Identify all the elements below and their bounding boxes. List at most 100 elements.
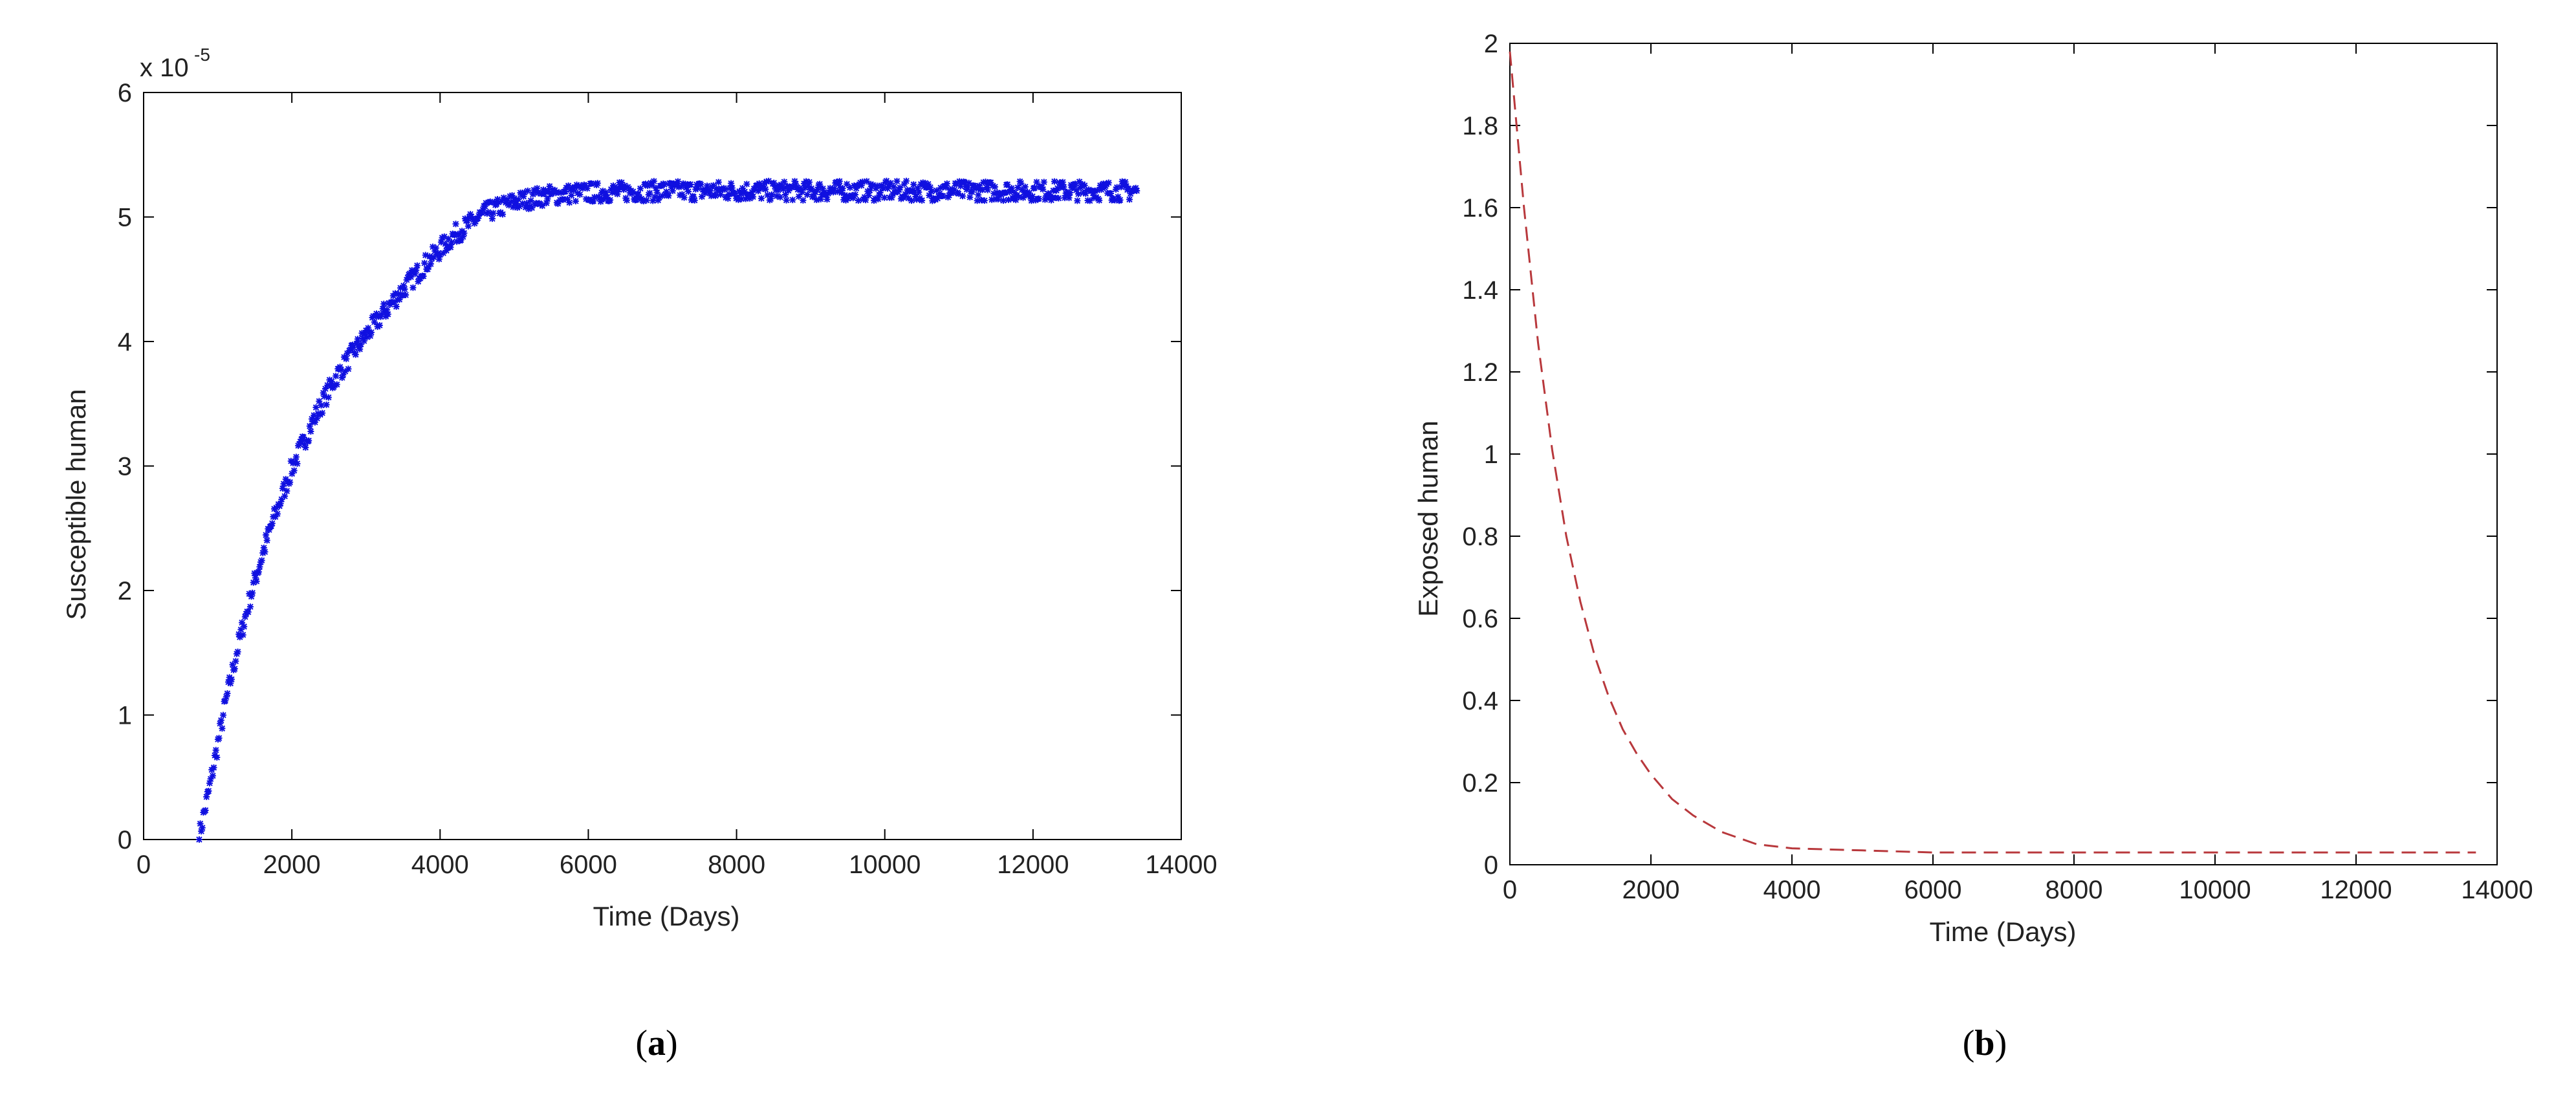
data-point-a [318,402,325,409]
data-point-a [227,680,234,687]
data-point-a [274,510,281,517]
data-point-a [808,185,815,192]
data-point-a [564,195,571,202]
data-point-a [655,194,662,201]
data-point-a [841,191,848,199]
data-point-a [881,194,888,201]
y-tick-label-a: 3 [118,453,132,481]
data-point-a [710,182,717,189]
data-point-a [320,389,327,396]
x-tick-label-a: 8000 [708,851,765,879]
data-point-a [562,188,569,195]
data-point-a [789,197,796,204]
data-point-a [231,666,238,673]
data-point-a [540,186,547,193]
data-point-a [762,186,769,193]
data-point-a [236,634,243,641]
data-point-a [455,232,463,239]
data-point-a [900,193,907,201]
data-point-a [198,828,205,835]
data-point-a [249,589,256,596]
data-point-a [893,178,901,185]
data-point-a [314,410,322,417]
data-point-a [1031,184,1038,191]
data-point-a [474,215,481,222]
data-point-a [640,198,647,205]
data-point-a [623,197,630,204]
data-point-a [1018,180,1025,187]
data-point-a [568,192,575,199]
data-point-a [1060,184,1067,191]
data-point-a [283,488,290,495]
data-point-a [494,196,501,203]
data-point-a [195,836,202,843]
data-point-a [530,186,538,193]
data-point-a [725,195,732,202]
data-point-a [371,318,378,325]
data-point-a [602,189,609,196]
data-point-a [999,197,1007,204]
data-point-a [851,191,858,199]
data-point-a [306,422,313,429]
data-point-a [241,623,248,630]
data-point-a [776,182,783,189]
data-point-a [743,180,750,188]
data-point-a [437,239,444,246]
data-point-a [457,236,464,243]
data-point-a [302,444,309,451]
data-point-a [974,197,981,204]
data-point-a [439,234,446,241]
data-point-a [343,355,350,362]
data-point-a [607,197,614,204]
data-point-a [396,296,403,303]
data-point-a [622,195,629,202]
data-point-a [591,193,598,201]
data-point-a [395,290,402,298]
data-point-a [590,197,597,204]
data-point-a [629,188,637,195]
data-point-a [760,182,767,190]
data-point-a [767,195,774,202]
data-point-a [1126,196,1133,203]
data-point-a [319,409,326,417]
data-point-a [621,182,628,189]
data-point-a [420,272,427,279]
data-point-a [1008,184,1015,191]
data-point-a [765,177,772,184]
data-point-a [336,363,344,371]
data-point-a [1051,178,1058,185]
data-point-a [443,247,450,254]
data-point-a [546,183,553,190]
data-point-a [1086,197,1093,204]
data-point-a [237,626,245,633]
data-point-a [409,284,417,291]
data-point-a [665,192,672,199]
data-point-a [1065,194,1073,201]
data-point-a [479,206,486,213]
y-tick-label-a: 4 [118,328,132,356]
data-point-a [354,336,361,343]
data-point-a [659,192,666,199]
data-point-a [452,221,459,228]
data-point-a [778,181,785,188]
data-point-a [543,199,550,206]
data-point-a [987,179,994,186]
data-point-a [800,197,807,204]
data-point-a [961,179,968,186]
data-point-a [273,504,280,511]
data-point-a [690,193,697,201]
data-point-a [245,609,252,616]
data-point-a [873,185,880,192]
data-point-a [486,198,494,205]
data-point-a [948,186,955,193]
data-point-a [539,202,546,210]
data-point-a [279,485,286,492]
data-point-a [600,196,607,203]
data-point-a [1097,182,1104,189]
data-point-a [228,676,235,683]
data-point-a [239,619,246,626]
data-point-a [717,191,725,198]
data-point-a [1002,189,1009,196]
data-point-a [653,189,660,196]
